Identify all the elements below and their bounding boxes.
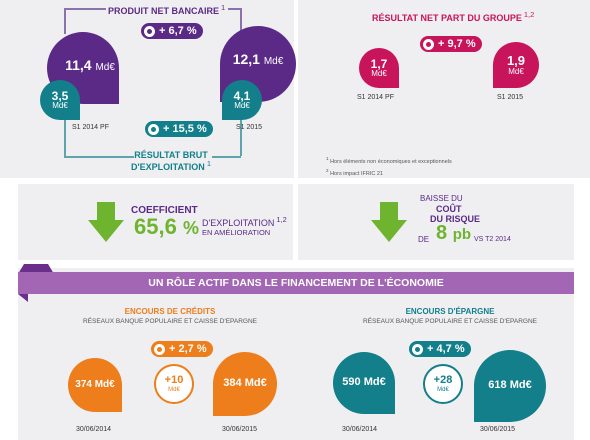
coefficient-line3: EN AMÉLIORATION	[202, 228, 271, 237]
rbe-line-bottom-left	[64, 156, 134, 158]
pnb-line-left-v	[64, 8, 66, 34]
epargne-subtitle: RÉSEAUX BANQUE POPULAIRE ET CAISSE D'EPA…	[362, 318, 538, 325]
rbe-line-left-v	[64, 118, 66, 156]
credits-subtitle: RÉSEAUX BANQUE POPULAIRE ET CAISSE D'EPA…	[82, 318, 258, 325]
credits-left-bubble: 374 Md€	[68, 358, 122, 412]
rbe-growth-badge: + 15,5 %	[145, 121, 213, 137]
up-arrow-icon	[144, 25, 155, 37]
rnpg-left-period: S1 2014 PF	[357, 94, 394, 101]
up-arrow-icon	[423, 38, 434, 50]
banner-title: UN RÔLE ACTIF DANS LE FINANCEMENT DE L'É…	[148, 277, 444, 289]
rbe-line-right-v	[240, 118, 242, 156]
credits-growth-badge: + 2,7 %	[151, 341, 213, 357]
footnotes: 1 Hors éléments non économiques et excep…	[326, 156, 452, 177]
pnb-line-top-left	[64, 8, 106, 10]
epargne-title: ENCOURS D'ÉPARGNE	[405, 307, 495, 316]
rbe-title: RÉSULTAT BRUT D'EXPLOITATION 1	[131, 150, 211, 173]
epargne-right-date: 30/06/2015	[480, 426, 516, 433]
banner-tab	[18, 264, 54, 274]
risk-prefix: DE	[418, 235, 430, 244]
risk-line3: DU RISQUE	[430, 214, 481, 224]
rbe-line-bottom-right	[212, 156, 241, 158]
rnpg-growth-badge: + 9,7 %	[420, 36, 482, 52]
credits-delta-bubble: +10 Md€	[154, 364, 194, 404]
risk-value: 8 pb	[436, 222, 472, 244]
pnb-right-rbe-bubble: 4,1 Md€	[222, 80, 262, 120]
risk-line2: COÛT	[436, 204, 462, 214]
rnpg-right-bubble: 1,9 Md€	[493, 42, 539, 88]
rnpg-left-bubble: 1,7 Md€	[359, 48, 399, 88]
pnb-line-top-right	[228, 8, 240, 10]
pnb-right-bubble: 12,1 Md€	[220, 26, 296, 102]
credits-right-bubble: 384 Md€	[213, 352, 277, 416]
pnb-title: PRODUIT NET BANCAIRE 1	[108, 3, 226, 16]
epargne-growth-badge: + 4,7 %	[409, 341, 471, 357]
risk-panel	[298, 184, 574, 260]
up-arrow-icon	[148, 123, 159, 135]
credits-left-date: 30/06/2014	[76, 426, 112, 433]
pnb-left-period: S1 2014 PF	[72, 124, 109, 131]
rnpg-right-period: S1 2015	[497, 94, 524, 101]
up-arrow-icon	[412, 343, 423, 355]
banner-fold	[18, 294, 28, 302]
epargne-right-bubble: 618 Md€	[474, 350, 546, 422]
pnb-right-period: S1 2015	[236, 124, 263, 131]
banner	[18, 272, 574, 294]
coefficient-value: 65,6 %	[134, 214, 199, 239]
credits-right-date: 30/06/2015	[222, 426, 258, 433]
pnb-left-rbe-bubble: 3,5 Md€	[40, 80, 80, 120]
rnpg-title: RÉSULTAT NET PART DU GROUPE 1,2	[372, 10, 535, 23]
pnb-growth-badge: + 6,7 %	[141, 23, 203, 39]
pnb-line-right-v	[240, 8, 242, 34]
rnpg-panel	[298, 0, 590, 178]
epargne-left-bubble: 590 Md€	[333, 352, 395, 414]
down-arrow-icon	[88, 202, 124, 242]
up-arrow-icon	[154, 343, 165, 355]
coefficient-panel	[18, 184, 293, 260]
credits-title: ENCOURS DE CRÉDITS	[124, 307, 216, 316]
coefficient-line2: D'EXPLOITATION 1,2	[202, 215, 287, 228]
epargne-delta-bubble: +28 Md€	[423, 364, 463, 404]
coefficient-line1: COEFFICIENT	[131, 205, 198, 216]
epargne-left-date: 30/06/2014	[342, 426, 378, 433]
risk-suffix: VS T2 2014	[474, 236, 511, 243]
down-arrow-icon	[371, 202, 407, 242]
risk-line1: BAISSE DU	[420, 194, 463, 203]
